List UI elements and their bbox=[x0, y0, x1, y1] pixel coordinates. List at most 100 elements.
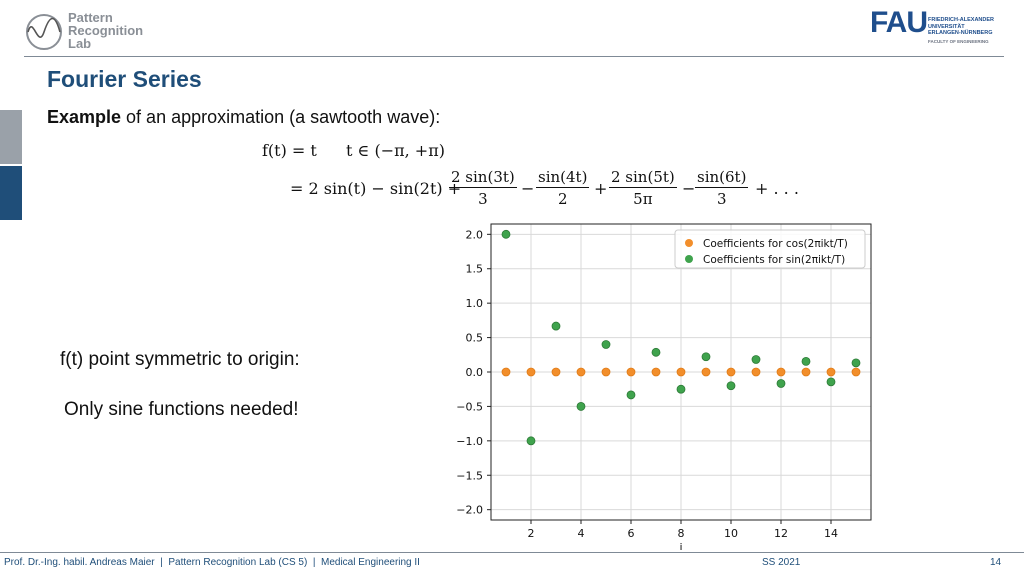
cos-coefficient-point bbox=[601, 367, 611, 377]
y-tick-label: −2.0 bbox=[456, 504, 483, 517]
sin-coefficient-point bbox=[676, 384, 686, 394]
sin-coefficient-point bbox=[826, 377, 836, 387]
fraction-denominator: 3 bbox=[716, 190, 727, 208]
legend: Coefficients for cos(2πikt/T) Coefficient… bbox=[674, 229, 866, 269]
legend-label: Coefficients for cos(2πikt/T) bbox=[703, 238, 848, 250]
legend-box bbox=[674, 229, 866, 269]
x-tick-label: 4 bbox=[578, 527, 585, 540]
fau-logo-text: FRIEDRICH-ALEXANDER UNIVERSITÄT ERLANGEN… bbox=[928, 17, 994, 37]
fraction-denominator: 3 bbox=[478, 190, 488, 208]
sin-coefficient-point bbox=[801, 356, 811, 366]
cos-coefficient-point bbox=[776, 367, 786, 377]
sin-coefficient-point bbox=[776, 379, 786, 388]
fraction-denominator: 5π bbox=[633, 190, 653, 208]
x-tick-label: 14 bbox=[824, 527, 838, 540]
cos-coefficient-point bbox=[801, 367, 811, 377]
data-points bbox=[501, 229, 861, 446]
lab-logo-line: Recognition bbox=[68, 23, 144, 38]
lab-logo-icon bbox=[26, 14, 62, 50]
y-tick-label: −0.5 bbox=[456, 400, 483, 413]
formula-fraction: sin(6t) 3 bbox=[695, 168, 749, 208]
y-tick-label: 1.0 bbox=[466, 297, 484, 310]
fau-logo-mark: FAU bbox=[870, 6, 928, 39]
fau-logo-line: FRIEDRICH-ALEXANDER bbox=[928, 17, 994, 23]
note-sine-only: Only sine functions needed! bbox=[64, 399, 299, 420]
side-accent-gray bbox=[0, 110, 22, 164]
x-axis-label: i bbox=[679, 541, 682, 550]
y-tick-label: 1.5 bbox=[466, 263, 484, 276]
cos-coefficient-point bbox=[551, 367, 561, 377]
cos-coefficient-point bbox=[701, 367, 711, 377]
sin-coefficient-point bbox=[501, 229, 511, 239]
legend-marker bbox=[685, 239, 693, 247]
cos-coefficient-point bbox=[751, 367, 761, 377]
cos-coefficient-point bbox=[576, 367, 586, 377]
lab-logo-line: Pattern bbox=[68, 10, 113, 25]
formula-fraction: sin(4t) 2 bbox=[536, 168, 590, 208]
x-tick-label: 8 bbox=[678, 527, 685, 540]
x-tick-label: 2 bbox=[528, 527, 535, 540]
formula-operator: − bbox=[521, 179, 535, 198]
fau-logo-line: ERLANGEN-NÜRNBERG bbox=[928, 30, 993, 36]
sin-coefficient-point bbox=[551, 321, 561, 331]
sin-coefficient-point bbox=[726, 381, 736, 391]
cos-coefficient-point bbox=[526, 367, 536, 377]
sin-coefficient-point bbox=[526, 436, 536, 446]
fau-logo: FAU FRIEDRICH-ALEXANDER UNIVERSITÄT ERLA… bbox=[870, 8, 1000, 48]
cos-coefficient-point bbox=[626, 367, 636, 377]
sin-coefficient-point bbox=[601, 340, 611, 349]
formula-operator: + bbox=[594, 179, 608, 198]
fraction-denominator: 2 bbox=[557, 190, 568, 208]
fraction-numerator: 2 sin(3t) bbox=[449, 168, 517, 188]
side-accent-blue bbox=[0, 166, 22, 220]
slide-title: Fourier Series bbox=[47, 66, 202, 92]
footer-credits: Prof. Dr.-Ing. habil. Andreas Maier | Pa… bbox=[4, 557, 420, 568]
sin-coefficient-point bbox=[851, 358, 861, 368]
formula-line1-lhs: f(t) = t bbox=[262, 141, 317, 160]
cos-coefficient-point bbox=[676, 367, 686, 377]
cos-coefficient-point bbox=[651, 367, 661, 377]
formula-fraction: 2 sin(3t) 3 bbox=[449, 168, 517, 208]
legend-label: Coefficients for sin(2πikt/T) bbox=[703, 254, 845, 266]
subtitle-rest: of an approximation (a sawtooth wave): bbox=[121, 107, 441, 127]
fau-faculty: FACULTY OF ENGINEERING bbox=[928, 39, 989, 44]
sin-coefficient-point bbox=[626, 390, 636, 400]
y-tick-label: −1.0 bbox=[456, 435, 483, 448]
sin-coefficient-point bbox=[576, 402, 586, 411]
cos-coefficient-point bbox=[826, 367, 836, 377]
note-symmetry: f(t) point symmetric to origin: bbox=[60, 349, 300, 370]
footer-divider bbox=[0, 552, 1024, 553]
fraction-numerator: sin(6t) bbox=[695, 168, 749, 188]
page-number: 14 bbox=[990, 557, 1002, 568]
y-tick-label: 0.5 bbox=[466, 332, 484, 345]
header-divider bbox=[24, 56, 1004, 57]
fraction-numerator: 2 sin(5t) bbox=[609, 168, 677, 188]
sin-coefficient-point bbox=[651, 347, 661, 357]
formula-fraction: 2 sin(5t) 5π bbox=[609, 168, 677, 208]
footer-term: SS 2021 bbox=[762, 557, 801, 568]
pattern-recognition-lab-logo: Pattern Recognition Lab bbox=[24, 10, 174, 54]
cos-coefficient-point bbox=[726, 367, 736, 377]
lab-logo-text: Pattern Recognition Lab bbox=[68, 11, 143, 50]
slide-subtitle: Example of an approximation (a sawtooth … bbox=[47, 107, 440, 128]
x-tick-label: 12 bbox=[774, 527, 788, 540]
y-tick-label: 0.0 bbox=[466, 366, 484, 379]
lab-logo-line: Lab bbox=[68, 36, 92, 51]
formula-line1-domain: t ∈ (−π, +π) bbox=[346, 141, 445, 160]
legend-marker bbox=[685, 255, 693, 263]
formula-line2-start: = 2 sin(t) − sin(2t) + bbox=[290, 179, 462, 198]
cos-coefficient-point bbox=[501, 367, 511, 377]
y-tick-label: −1.5 bbox=[456, 469, 483, 482]
fraction-numerator: sin(4t) bbox=[536, 168, 590, 188]
x-tick-label: 10 bbox=[724, 527, 738, 540]
formula-tail: + . . . bbox=[755, 179, 799, 198]
y-tick-label: 2.0 bbox=[466, 228, 484, 241]
sin-coefficient-point bbox=[701, 352, 711, 362]
x-tick-label: 6 bbox=[628, 527, 635, 540]
subtitle-bold: Example bbox=[47, 107, 122, 127]
sin-coefficient-point bbox=[751, 355, 761, 364]
fau-logo-line: UNIVERSITÄT bbox=[928, 23, 965, 30]
cos-coefficient-point bbox=[851, 367, 861, 377]
axes: 2 4 6 8 10 12 14 −2.0 −1.5 −1.0 −0.5 0.0 0.5 1.0 1.5 2.… bbox=[456, 223, 872, 550]
coefficient-scatter-chart: 2 4 6 8 10 12 14 −2.0 −1.5 −1.0 −0.5 0.0 0.5 1.0 1.5 2.… bbox=[456, 223, 872, 550]
